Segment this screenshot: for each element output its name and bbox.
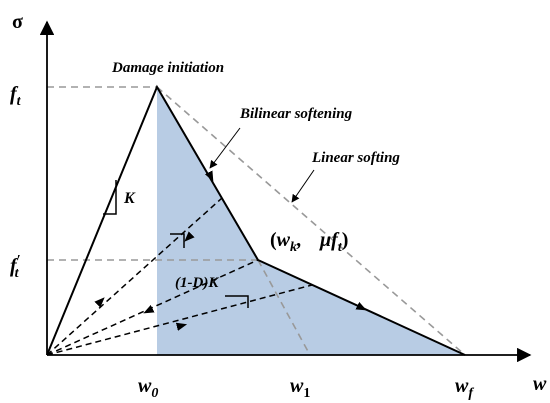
x-axis-label: w [533, 373, 547, 395]
k-label: K [123, 190, 136, 207]
curve [46, 84, 466, 356]
w0-label: w0 [138, 375, 158, 401]
guides [47, 86, 466, 356]
ft-prime-label: f′ t [10, 253, 21, 281]
wf-label: wf [455, 375, 474, 401]
ft-label: ft [10, 83, 22, 109]
y-axis-label: σ [12, 11, 23, 33]
damaged-k-label: (1-D)K [175, 275, 219, 291]
arrows [94, 170, 367, 331]
w1-label: w1 [290, 375, 310, 401]
bilinear-label: Bilinear softening [239, 106, 353, 122]
energy-area [157, 87, 465, 355]
kink-label: (wk, μft) [270, 229, 348, 255]
leaders [209, 127, 315, 203]
linear-label: Linear softing [311, 150, 400, 166]
damage-label: Damage initiation [111, 60, 224, 76]
